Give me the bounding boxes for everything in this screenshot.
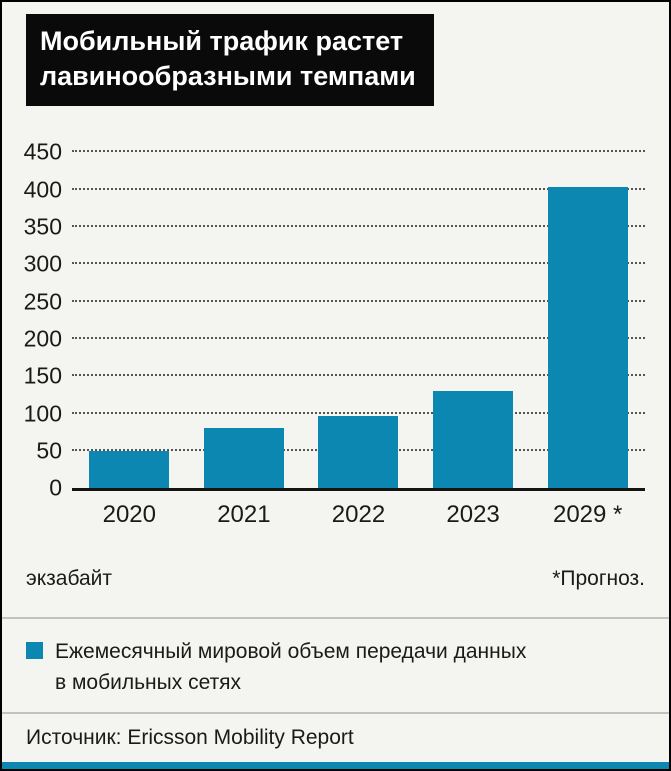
gridline [72, 187, 645, 190]
gridline [72, 411, 645, 414]
gridline [72, 262, 645, 265]
y-tick-label: 400 [23, 176, 62, 203]
gridline [72, 336, 645, 339]
plot-area [72, 150, 645, 492]
y-tick-label: 200 [23, 325, 62, 352]
legend-line2: в мобильных сетях [55, 670, 242, 694]
bar-2023 [433, 391, 514, 489]
units-label: экзабайт [26, 567, 113, 591]
bar-slot [72, 152, 187, 489]
gridline [72, 224, 645, 227]
legend-swatch [26, 642, 43, 660]
page-title-line2: лавинообразными темпами [40, 61, 416, 92]
plot-column: 2020 2021 2022 2023 2029 * [72, 150, 645, 529]
x-tick-label: 2022 [331, 501, 386, 529]
bar-slot [187, 152, 302, 489]
bar-2021 [203, 428, 284, 489]
gridline [72, 150, 645, 153]
y-tick-label: 450 [23, 138, 62, 165]
bar-2029 [547, 186, 628, 489]
legend-text: Ежемесячный мировой объем передачи данны… [55, 637, 526, 698]
gridline [72, 299, 645, 302]
forecast-note: *Прогноз. [552, 567, 645, 591]
y-tick-label: 50 [36, 437, 62, 464]
x-axis: 2020 2021 2022 2023 2029 * [72, 501, 645, 529]
bar-slot [416, 152, 531, 489]
legend-line1: Ежемесячный мировой объем передачи данны… [55, 640, 527, 664]
y-tick-label: 100 [23, 400, 62, 427]
bar-chart: 0 50 100 150 200 250 300 350 400 450 2020 2021 2022… [23, 140, 645, 529]
y-tick-label: 250 [23, 288, 62, 315]
accent-bar [2, 762, 669, 769]
units-row: экзабайт *Прогноз. [26, 567, 645, 591]
title-block: Мобильный трафик растет лавинообразными … [26, 14, 434, 107]
y-axis: 0 50 100 150 200 250 300 350 400 450 [23, 140, 72, 499]
chart-inner: 0 50 100 150 200 250 300 350 400 450 2020 2021 2022… [23, 140, 645, 529]
gridline [72, 374, 645, 377]
x-tick-label: 2023 [446, 501, 500, 529]
divider-top [2, 617, 669, 620]
y-tick-label: 150 [23, 362, 62, 389]
source-line: Источник: Ericsson Mobility Report [26, 726, 354, 750]
x-tick-label: 2029 * [552, 501, 623, 529]
bar-slot [530, 152, 645, 489]
bar-2022 [318, 415, 399, 489]
x-tick-label: 2021 [217, 501, 271, 529]
bar-2020 [89, 450, 170, 489]
x-tick-label: 2020 [102, 501, 156, 529]
legend: Ежемесячный мировой объем передачи данны… [26, 637, 645, 698]
y-tick-label: 350 [23, 213, 62, 240]
bars-container [72, 152, 645, 489]
bar-slot [301, 152, 416, 489]
y-tick-label: 300 [23, 250, 62, 277]
divider-bottom [2, 712, 669, 715]
y-tick-label: 0 [49, 474, 62, 501]
page-title-line1: Мобильный трафик растет [40, 26, 404, 56]
